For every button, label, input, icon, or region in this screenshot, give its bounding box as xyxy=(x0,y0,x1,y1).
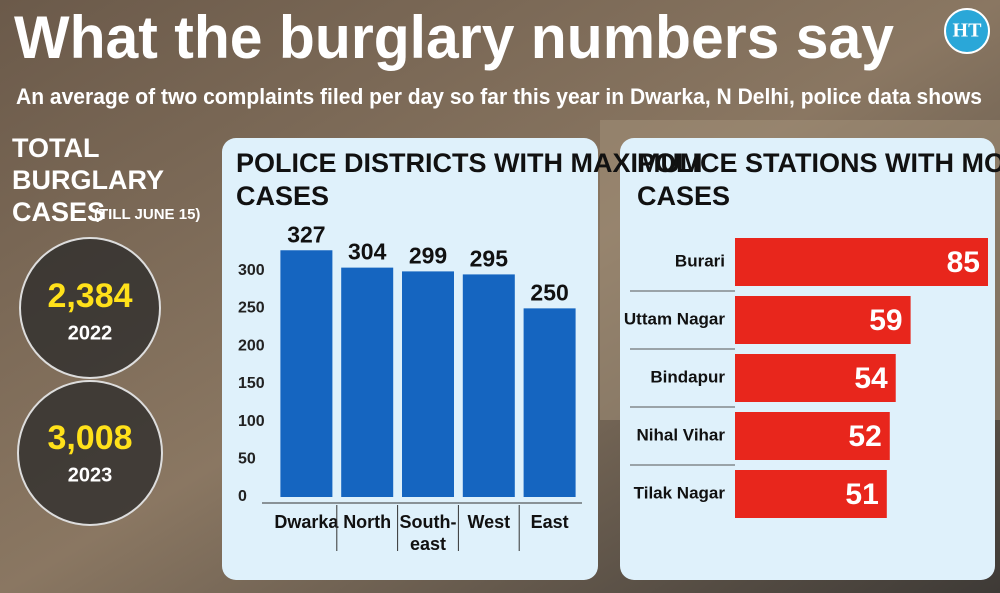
totals-note: (TILL JUNE 15) xyxy=(94,206,200,223)
chart-title: POLICE DISTRICTS WITH MAXIMUM CASES xyxy=(236,148,702,211)
value-label: 54 xyxy=(854,362,888,395)
bar xyxy=(402,271,454,497)
y-tick-label: 0 xyxy=(238,488,247,505)
value-label: 51 xyxy=(845,478,878,511)
y-tick-label: 150 xyxy=(238,375,265,392)
total-circle xyxy=(19,237,161,379)
bar xyxy=(735,412,890,460)
x-tick-label: South-east xyxy=(400,512,457,554)
y-tick-label: Bindapur xyxy=(650,367,725,386)
value-label: 295 xyxy=(470,245,509,271)
y-tick-label: 50 xyxy=(238,450,256,467)
y-tick-label: Nihal Vihar xyxy=(637,425,726,444)
x-tick-label: West xyxy=(467,512,510,532)
total-count: 3,008 xyxy=(47,419,132,457)
y-tick-label: Uttam Nagar xyxy=(624,309,725,328)
y-tick-label: Burari xyxy=(675,251,725,270)
bar xyxy=(735,470,887,518)
y-tick-label: 100 xyxy=(238,413,265,430)
value-label: 304 xyxy=(348,239,387,265)
total-count: 2,384 xyxy=(47,277,132,315)
bar xyxy=(735,238,988,286)
logo: HT xyxy=(953,20,983,42)
y-tick-label: Tilak Nagar xyxy=(634,483,726,502)
total-circle xyxy=(17,380,163,526)
value-label: 52 xyxy=(848,420,881,453)
chart-title: POLICE STATIONS WITH MOST CASES xyxy=(637,148,1000,211)
value-label: 250 xyxy=(530,279,568,305)
bar xyxy=(735,354,896,402)
value-label: 299 xyxy=(409,242,447,268)
value-label: 59 xyxy=(869,304,902,337)
total-year: 2023 xyxy=(68,464,113,486)
bar xyxy=(523,308,576,497)
bar xyxy=(735,296,911,344)
x-tick-label: Dwarka xyxy=(274,512,339,532)
value-label: 85 xyxy=(947,246,980,279)
value-label: 327 xyxy=(287,221,325,247)
bar xyxy=(462,274,515,497)
totals-heading: TOTAL BURGLARY CASES xyxy=(12,133,164,227)
title: What the burglary numbers say xyxy=(14,4,895,71)
subtitle: An average of two complaints filed per d… xyxy=(16,84,982,109)
bar xyxy=(280,250,333,497)
y-tick-label: 200 xyxy=(238,337,265,354)
total-year: 2022 xyxy=(68,322,113,344)
bar xyxy=(341,267,394,497)
x-tick-label: North xyxy=(343,512,391,532)
logo-circle xyxy=(944,8,990,54)
y-tick-label: 300 xyxy=(238,262,265,279)
x-tick-label: East xyxy=(531,512,569,532)
y-tick-label: 250 xyxy=(238,300,265,317)
